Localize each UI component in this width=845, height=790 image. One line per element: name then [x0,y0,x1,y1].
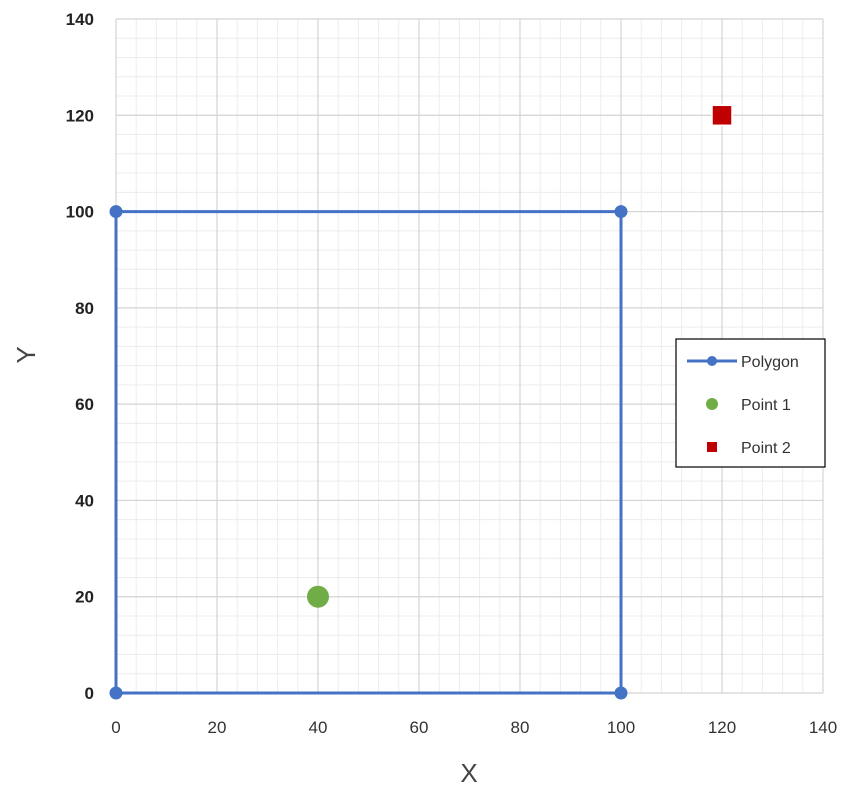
y-tick-label: 20 [75,588,94,607]
data-point-polygon [109,686,123,700]
x-tick-label: 140 [809,718,837,737]
legend-label-point-2: Point 2 [741,440,791,457]
y-axis-label: Y [11,346,41,363]
x-tick-label: 20 [208,718,227,737]
tick-labels: 0 20 40 60 80 100 120 140 0 20 40 60 80 100 120 140 [66,10,838,737]
legend-item-polygon: Polygon [687,354,799,371]
x-tick-label: 0 [111,718,120,737]
data-point-polygon [109,205,123,219]
data-point-point-1 [307,585,329,608]
legend-marker-point-1 [706,398,718,410]
x-tick-label: 80 [511,718,530,737]
x-tick-label: 40 [309,718,328,737]
data-point-polygon [614,686,628,700]
x-tick-label: 100 [607,718,635,737]
legend-marker-point-2 [707,442,717,452]
y-tick-label: 140 [66,10,94,29]
data-point-polygon [614,205,628,219]
y-tick-label: 0 [85,684,94,703]
x-tick-label: 120 [708,718,736,737]
y-tick-label: 40 [75,491,94,510]
series-point-1 [307,585,329,608]
legend-label-polygon: Polygon [741,354,799,371]
legend-item-point-2: Point 2 [707,440,791,457]
legend-label-point-1: Point 1 [741,397,791,414]
series-line-polygon [114,210,623,695]
x-axis-label: X [460,758,477,785]
y-tick-label: 60 [75,395,94,414]
legend-marker-polygon [707,356,717,366]
y-tick-label: 100 [66,203,94,222]
x-tick-label: 60 [410,718,429,737]
y-tick-label: 80 [75,299,94,318]
y-tick-label: 120 [66,106,94,125]
series-layer [109,104,733,700]
data-point-point-2 [711,104,733,127]
legend: Polygon Point 1 Point 2 [675,338,826,468]
legend-item-point-1: Point 1 [706,397,791,414]
series-polygon [109,205,628,700]
series-point-2 [711,104,733,127]
